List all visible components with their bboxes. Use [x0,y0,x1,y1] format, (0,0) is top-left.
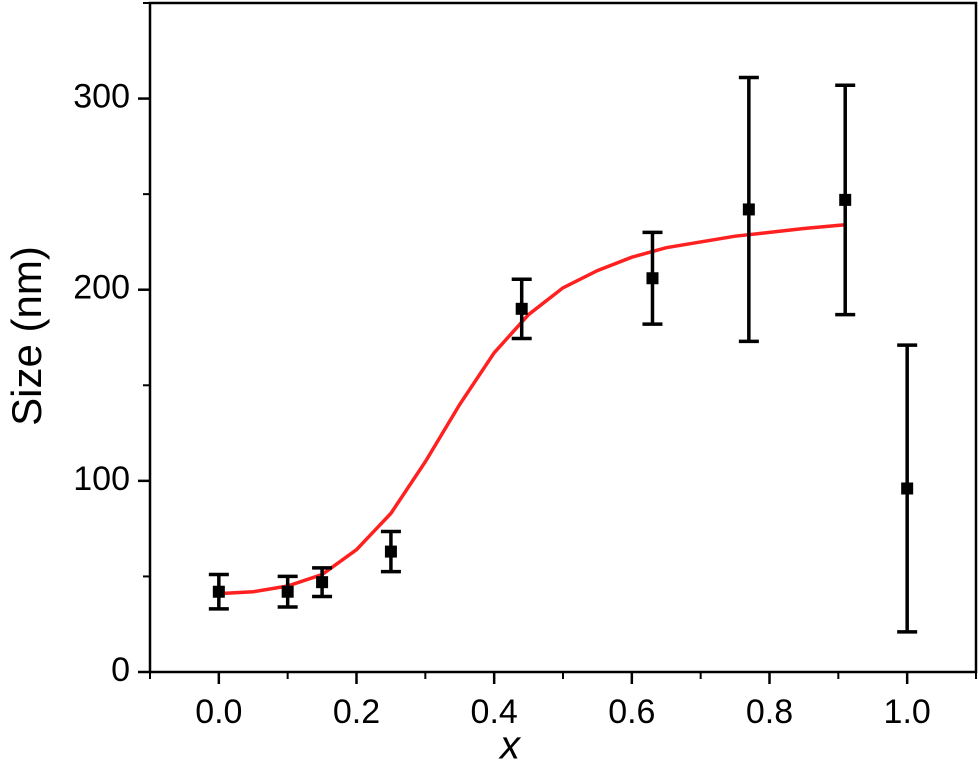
y-tick-label: 200 [73,269,130,307]
y-tick-label: 100 [73,460,130,498]
fit-line [218,222,846,596]
plot-frame [148,1,978,674]
data-point [515,302,528,315]
data-point [646,272,659,285]
data-point [212,585,225,598]
data-point [742,203,755,216]
x-tick-label: 0.0 [195,693,242,731]
x-axis-label: x [498,724,522,766]
y-axis-label: Size (nm) [3,246,50,426]
x-tick-label: 0.8 [746,693,793,731]
y-tick-label: 300 [73,78,130,116]
x-tick-label: 1.0 [884,693,931,731]
x-tick-label: 0.2 [333,693,380,731]
data-point [384,545,397,558]
data-point [281,585,294,598]
y-tick-label: 0 [111,651,130,689]
data-point [316,576,329,589]
x-tick-label: 0.6 [608,693,655,731]
data-point [839,193,852,206]
data-point [901,482,914,495]
x-tick-label: 0.4 [471,693,518,731]
